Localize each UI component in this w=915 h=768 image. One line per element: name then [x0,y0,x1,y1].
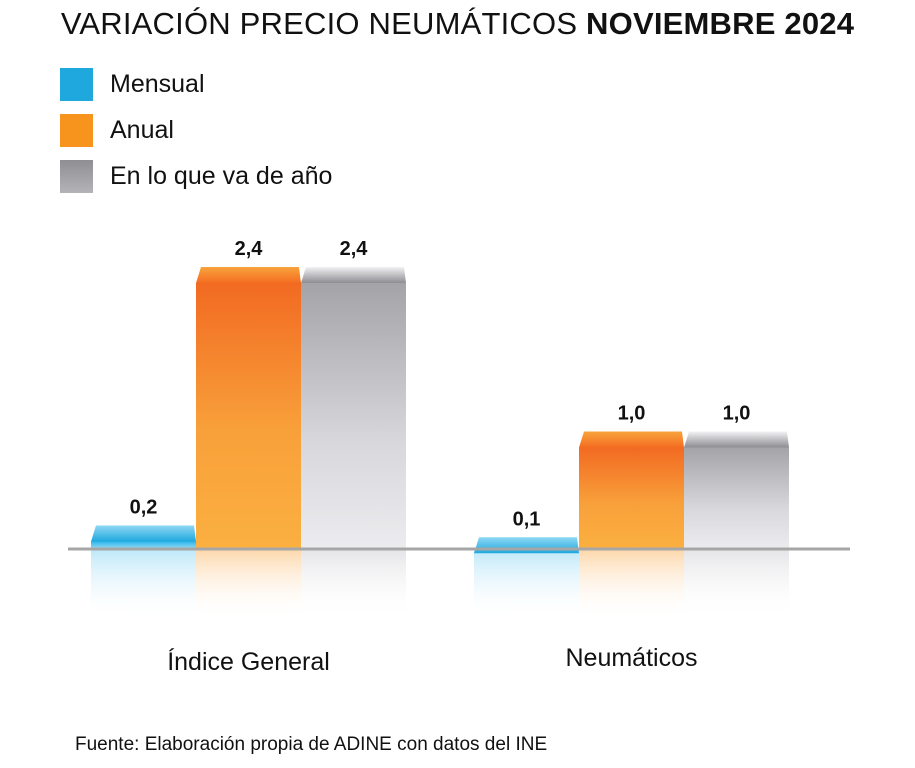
chart-title-bold: NOVIEMBRE 2024 [586,6,855,41]
bar-reflection-anio-1 [684,549,789,619]
legend-label-mensual: Mensual [110,70,205,98]
bar-top-anio-1 [684,431,789,448]
bar-top-mensual-1 [474,537,579,554]
data-label-anual-1: 1,0 [618,403,646,425]
legend-swatch-anual [60,114,93,147]
category-label-0: Índice General [167,647,330,676]
data-label-anio-0: 2,4 [340,238,369,260]
source-note: Fuente: Elaboración propia de ADINE con … [75,734,548,755]
bar-anual-1 [579,447,684,549]
bar-anio-1 [684,447,789,549]
chart-title-main: VARIACIÓN PRECIO NEUMÁTICOS [60,6,578,41]
category-label-1: Neumáticos [566,644,698,672]
bar-reflection-mensual-0 [91,549,196,619]
bar-reflection-mensual-1 [474,549,579,619]
bar-top-anio-0 [301,267,406,283]
bar-reflection-anual-1 [579,549,684,619]
bar-reflection-anio-0 [301,549,406,619]
bar-top-anual-0 [196,267,301,283]
data-label-anual-0: 2,4 [235,238,264,260]
data-label-mensual-0: 0,2 [130,497,158,519]
data-label-anio-1: 1,0 [723,403,751,425]
bar-top-mensual-0 [91,525,196,542]
legend-swatch-mensual [60,68,93,101]
legend-label-anio: En lo que va de año [110,162,333,190]
chart-title: VARIACIÓN PRECIO NEUMÁTICOS NOVIEMBRE 20… [0,6,915,42]
bar-reflection-anual-0 [196,549,301,619]
bar-mensual-0 [91,541,196,549]
bar-anio-0 [301,283,406,549]
legend-label-anual: Anual [110,116,174,144]
data-label-mensual-1: 0,1 [513,508,541,530]
bar-anual-0 [196,283,301,549]
bar-top-anual-1 [579,431,684,448]
legend-swatch-anio [60,160,93,193]
